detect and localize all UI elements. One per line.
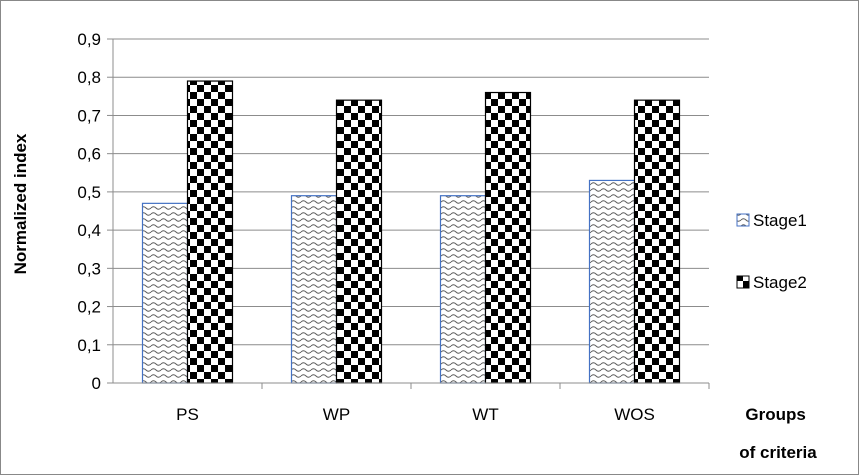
y-tick-label: 0,5 (77, 183, 101, 202)
y-tick-label: 0,3 (77, 259, 101, 278)
legend-item-stage2: Stage2 (736, 273, 807, 292)
y-axis-title: Normalized index (11, 133, 30, 274)
bar-stage1-wp (290, 195, 338, 384)
bar-stage2-wt (484, 91, 532, 384)
bar-stage1-ps (141, 202, 189, 384)
y-tick-label: 0,6 (77, 145, 101, 164)
legend-swatch (736, 213, 750, 227)
y-tick-label: 0,9 (77, 30, 101, 49)
bar-stage2-ps (186, 80, 234, 384)
y-tick-label: 0 (92, 374, 101, 393)
x-tick-label: WT (472, 405, 498, 424)
bar-stage2-wp (335, 99, 383, 384)
x-axis-title-line-2: of criteria (739, 443, 817, 462)
legend-item-stage1: Stage1 (736, 211, 807, 230)
legend-swatch (736, 275, 750, 289)
x-axis-title-line-1: Groups (745, 405, 805, 424)
y-tick-label: 0,2 (77, 298, 101, 317)
bar-stage1-wos (588, 179, 636, 384)
x-tick-label: WP (323, 405, 350, 424)
legend: Stage1 Stage2 (736, 211, 807, 292)
legend-label: Stage1 (753, 211, 807, 230)
x-tick-label: WOS (614, 405, 655, 424)
y-tick-labels: 0 0,1 0,2 0,3 0,4 0,5 0,6 0,7 0,8 0,9 (77, 30, 101, 393)
y-tick-label: 0,8 (77, 68, 101, 87)
bar-stage2-wos (633, 99, 681, 384)
x-tick-labels: PS WP WT WOS (176, 405, 655, 424)
bars (141, 80, 681, 384)
legend-label: Stage2 (753, 273, 807, 292)
axes (107, 38, 710, 389)
bar-stage1-wt (439, 195, 487, 384)
y-tick-label: 0,4 (77, 221, 101, 240)
y-tick-label: 0,1 (77, 336, 101, 355)
x-axis-title: Groups of criteria (739, 405, 817, 462)
y-tick-label: 0,7 (77, 106, 101, 125)
x-tick-label: PS (176, 405, 199, 424)
